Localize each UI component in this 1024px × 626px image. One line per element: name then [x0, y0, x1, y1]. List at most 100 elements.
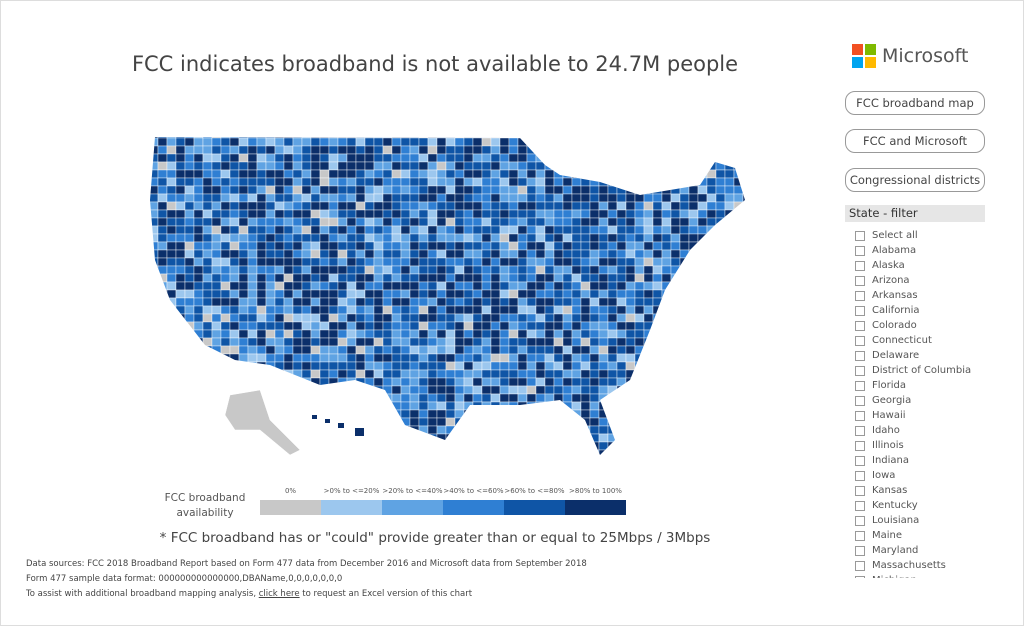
checkbox[interactable]: [855, 395, 865, 406]
filter-item[interactable]: Idaho: [855, 423, 995, 438]
filter-item[interactable]: Kansas: [855, 483, 995, 498]
county: [400, 185, 411, 195]
checkbox[interactable]: [855, 230, 865, 241]
filter-item[interactable]: Arizona: [855, 273, 995, 288]
filter-item[interactable]: Colorado: [855, 318, 995, 333]
county: [409, 425, 420, 435]
filter-item[interactable]: Hawaii: [855, 408, 995, 423]
checkbox[interactable]: [855, 410, 865, 421]
county: [220, 273, 231, 283]
county: [140, 338, 149, 346]
checkbox[interactable]: [855, 515, 865, 526]
checkbox[interactable]: [855, 560, 865, 571]
county: [292, 313, 303, 323]
county: [418, 233, 429, 243]
checkbox[interactable]: [855, 335, 865, 346]
checkbox[interactable]: [855, 350, 865, 361]
checkbox[interactable]: [855, 380, 865, 391]
checkbox[interactable]: [855, 440, 865, 451]
checkbox[interactable]: [855, 575, 865, 578]
county: [481, 169, 492, 179]
checkbox[interactable]: [855, 290, 865, 301]
county: [490, 433, 501, 443]
checkbox[interactable]: [855, 305, 865, 316]
filter-item[interactable]: Indiana: [855, 453, 995, 468]
filter-item[interactable]: Georgia: [855, 393, 995, 408]
filter-item[interactable]: Alaska: [855, 258, 995, 273]
checkbox[interactable]: [855, 485, 865, 496]
county: [706, 177, 717, 187]
filter-item[interactable]: Connecticut: [855, 333, 995, 348]
button[interactable]: FCC broadband map: [845, 91, 985, 115]
filter-item[interactable]: Massachusetts: [855, 558, 995, 573]
button[interactable]: FCC and Microsoft: [845, 129, 985, 153]
filter-item[interactable]: Maine: [855, 528, 995, 543]
county: [140, 466, 149, 470]
county: [310, 417, 321, 427]
county: [184, 137, 195, 139]
filter-item[interactable]: Select all: [855, 228, 995, 243]
county: [481, 161, 492, 171]
county: [598, 321, 609, 331]
county: [373, 337, 384, 347]
county: [643, 297, 654, 307]
county: [220, 441, 231, 451]
county: [157, 273, 168, 283]
county: [481, 217, 492, 227]
filter-item[interactable]: District of Columbia: [855, 363, 995, 378]
county: [589, 233, 600, 243]
filter-item[interactable]: Kentucky: [855, 498, 995, 513]
county: [283, 289, 294, 299]
source-line: Data sources: FCC 2018 Broadband Report …: [26, 559, 587, 569]
county: [472, 329, 483, 339]
county: [454, 137, 465, 139]
county: [211, 169, 222, 179]
checkbox[interactable]: [855, 500, 865, 511]
county: [373, 185, 384, 195]
county: [598, 425, 609, 435]
filter-item[interactable]: Maryland: [855, 543, 995, 558]
checkbox[interactable]: [855, 320, 865, 331]
checkbox[interactable]: [855, 470, 865, 481]
county: [733, 441, 744, 451]
county: [463, 161, 474, 171]
county: [598, 353, 609, 363]
filter-item[interactable]: Michigan: [855, 573, 995, 578]
filter-item[interactable]: Iowa: [855, 468, 995, 483]
county: [499, 425, 510, 435]
county: [445, 417, 456, 427]
county: [238, 137, 249, 147]
filter-item[interactable]: Louisiana: [855, 513, 995, 528]
button[interactable]: Congressional districts: [845, 168, 985, 192]
county: [436, 425, 447, 435]
county: [184, 449, 195, 455]
filter-item[interactable]: California: [855, 303, 995, 318]
checkbox[interactable]: [855, 455, 865, 466]
filter-item[interactable]: Arkansas: [855, 288, 995, 303]
county: [652, 401, 663, 411]
county: [202, 441, 213, 451]
county: [643, 249, 654, 259]
checkbox[interactable]: [855, 425, 865, 436]
county: [436, 225, 447, 235]
filter-item[interactable]: Illinois: [855, 438, 995, 453]
county: [508, 433, 519, 443]
filter-item[interactable]: Alabama: [855, 243, 995, 258]
checkbox[interactable]: [855, 260, 865, 271]
county: [409, 409, 420, 419]
link[interactable]: click here: [258, 589, 300, 599]
county: [140, 146, 149, 154]
checkbox[interactable]: [855, 530, 865, 541]
county: [464, 458, 473, 466]
checkbox[interactable]: [855, 275, 865, 286]
checkbox[interactable]: [855, 245, 865, 256]
filter-item[interactable]: Delaware: [855, 348, 995, 363]
filter-item[interactable]: Florida: [855, 378, 995, 393]
county: [644, 458, 653, 466]
checkbox[interactable]: [855, 545, 865, 556]
county: [247, 329, 258, 339]
checkbox[interactable]: [855, 365, 865, 376]
county: [697, 353, 708, 363]
county: [733, 353, 744, 363]
county: [229, 137, 240, 139]
